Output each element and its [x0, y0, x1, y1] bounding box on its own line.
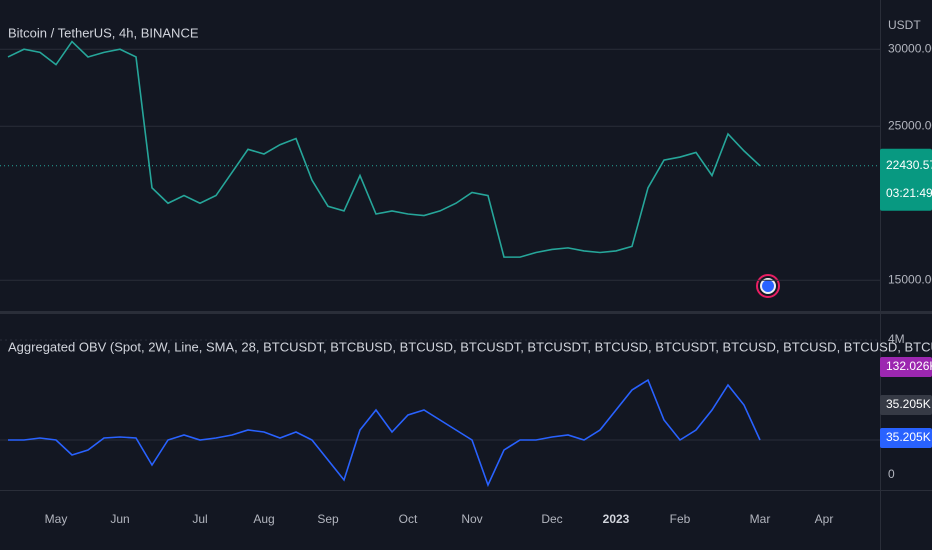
x-tick-label: 2023 [603, 512, 630, 526]
obv-badge-label: 132.026K [886, 359, 932, 373]
y-tick-label: 15000.00 [888, 272, 932, 286]
x-tick-label: Nov [461, 512, 482, 526]
x-tick-label: Jun [110, 512, 129, 526]
obv-badge-label: 35.205K [886, 397, 931, 411]
obv-badge [880, 428, 932, 448]
y-tick-label: 25000.00 [888, 118, 932, 132]
series-line [8, 378, 761, 488]
x-tick-label: Apr [815, 512, 834, 526]
obv-badge-label: 35.205K [886, 430, 931, 444]
x-tick-label: Oct [399, 512, 418, 526]
icon-core [760, 278, 776, 294]
last-price-badge [880, 148, 932, 211]
obv-badge [880, 395, 932, 415]
y-tick-label: 30000.00 [888, 41, 932, 55]
obv-badge [880, 357, 932, 377]
x-tick-label: Jul [192, 512, 207, 526]
x-tick-label: Feb [670, 512, 691, 526]
axis-unit: USDT [888, 18, 921, 32]
x-tick-label: Dec [541, 512, 562, 526]
indicator-title: Aggregated OBV (Spot, 2W, Line, SMA, 28,… [8, 339, 932, 354]
y-tick-label: 0 [888, 467, 895, 481]
currency-icon [756, 274, 780, 298]
countdown-label: 03:21:49 [886, 186, 932, 200]
last-price-label: 22430.57 [886, 158, 932, 172]
x-tick-label: Mar [750, 512, 771, 526]
x-tick-label: Aug [253, 512, 274, 526]
x-tick-label: Sep [317, 512, 339, 526]
x-tick-label: May [45, 512, 68, 526]
series-line [7, 40, 761, 258]
symbol-title: Bitcoin / TetherUS, 4h, BINANCE [8, 25, 199, 40]
y-tick-label: 4M [888, 332, 905, 346]
